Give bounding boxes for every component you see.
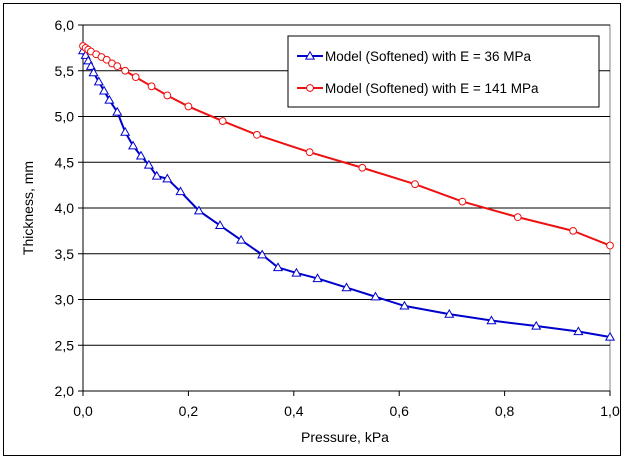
- data-point: [135, 150, 147, 160]
- data-point: [272, 262, 284, 272]
- data-point: [99, 85, 110, 95]
- data-point: [305, 148, 314, 157]
- x-axis-ticks: 0,0 0,2 0,4 0,6 0,8 1,0: [73, 391, 620, 419]
- x-tick-label: 0,4: [284, 403, 304, 419]
- data-point: [218, 117, 227, 125]
- data-point: [291, 267, 302, 277]
- x-tick-label: 0,8: [495, 403, 515, 419]
- data-point: [102, 55, 111, 64]
- data-point: [370, 291, 381, 301]
- data-point: [486, 315, 497, 325]
- data-point: [184, 102, 193, 111]
- y-axis-title: Thickness, mm: [20, 161, 36, 255]
- series-group: [77, 42, 616, 341]
- data-point: [163, 91, 172, 100]
- data-point: [214, 220, 226, 230]
- data-point: [312, 273, 323, 283]
- y-tick-label: 5,0: [55, 109, 75, 125]
- y-tick-label: 3,5: [55, 246, 75, 262]
- data-point: [358, 163, 367, 172]
- y-tick-label: 3,0: [55, 292, 75, 308]
- x-axis-title: Pressure, kPa: [301, 429, 389, 445]
- data-point: [604, 331, 616, 341]
- legend-label: Model (Softened) with E = 141 MPa: [325, 81, 539, 96]
- data-point: [606, 241, 614, 250]
- data-point: [399, 300, 410, 310]
- legend-marker: [304, 50, 316, 60]
- y-tick-label: 4,0: [55, 200, 75, 216]
- data-point: [411, 180, 419, 189]
- data-point: [104, 94, 115, 104]
- data-point: [88, 67, 99, 77]
- x-tick-label: 0,2: [179, 403, 199, 419]
- y-tick-label: 6,0: [55, 17, 75, 33]
- data-point: [458, 197, 467, 206]
- data-point: [341, 282, 352, 292]
- data-point: [120, 126, 131, 136]
- data-point: [175, 186, 186, 196]
- data-point: [444, 308, 455, 318]
- data-point: [573, 326, 584, 336]
- y-tick-label: 5,5: [55, 63, 75, 79]
- data-point: [143, 159, 154, 169]
- data-point: [112, 106, 123, 116]
- x-tick-label: 1,0: [600, 403, 620, 419]
- series-1: [77, 45, 616, 341]
- data-point: [531, 320, 542, 330]
- legend-item-1: Model (Softened) with E = 36 MPa: [297, 49, 531, 64]
- legend-marker: [306, 84, 314, 92]
- x-tick-label: 0,0: [73, 403, 93, 419]
- legend-label: Model (Softened) with E = 36 MPa: [325, 49, 531, 64]
- y-tick-label: 2,5: [55, 337, 75, 353]
- y-tick-label: 4,5: [55, 154, 75, 170]
- x-tick-label: 0,6: [389, 403, 409, 419]
- data-point: [131, 73, 140, 82]
- legend-box: [287, 35, 600, 108]
- data-point: [569, 226, 578, 235]
- data-point: [513, 213, 522, 222]
- data-point: [257, 249, 268, 259]
- data-point: [128, 140, 139, 150]
- data-point: [85, 60, 96, 70]
- legend-item-2: Model (Softened) with E = 141 MPa: [297, 81, 539, 96]
- y-axis-ticks: 2,0 2,5 3,0 3,5 4,0 4,5 5,0 5,5 6,0: [55, 17, 83, 399]
- legend: Model (Softened) with E = 36 MPa Model (S…: [287, 35, 600, 108]
- data-point: [162, 173, 173, 183]
- data-point: [253, 130, 261, 139]
- data-point: [147, 82, 156, 91]
- data-point: [113, 62, 122, 71]
- data-point: [193, 205, 205, 215]
- data-point: [121, 66, 130, 75]
- y-tick-label: 2,0: [55, 383, 75, 399]
- data-point: [151, 170, 162, 180]
- data-point: [236, 234, 247, 244]
- series-2: [79, 42, 614, 250]
- data-point: [93, 76, 104, 86]
